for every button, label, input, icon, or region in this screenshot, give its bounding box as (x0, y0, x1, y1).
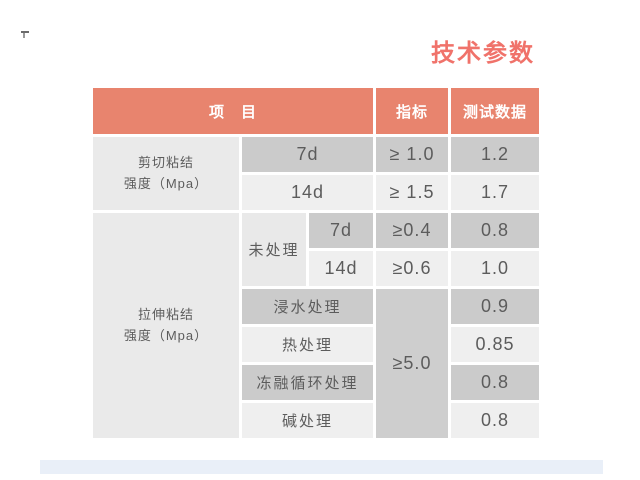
cell-value: 1.2 (451, 137, 539, 172)
group-label-line1: 拉伸粘结 (137, 307, 194, 323)
table-row: 14d ≥ 1.5 1.7 (93, 175, 539, 210)
table-header-row: 项 目 指标 测试数据 (93, 88, 539, 134)
header-cell-index: 指标 (376, 88, 448, 134)
cell-value: 0.8 (451, 403, 539, 438)
bottom-accent-bar (40, 460, 603, 474)
cell-index: ≥ 1.0 (376, 137, 448, 172)
cell-treatment: 浸水处理 (242, 289, 373, 324)
table-row: 热处理 0.85 (93, 327, 539, 362)
header-cell-item: 项 目 (93, 88, 373, 134)
group-label-line2: 强度（Mpa） (123, 327, 209, 343)
cell-index: ≥0.6 (376, 251, 448, 286)
cell-age: 14d (309, 251, 373, 286)
table-row: 浸水处理 ≥5.0 0.9 (93, 289, 539, 438)
cell-age: 7d (309, 213, 373, 248)
cell-index: ≥0.4 (376, 213, 448, 248)
cell-treatment: 碱处理 (242, 403, 373, 438)
group-label-line2: 强度（Mpa） (123, 175, 209, 191)
table-row: 碱处理 0.8 (93, 403, 539, 438)
cell-value: 0.9 (451, 289, 539, 324)
table-row: 拉伸粘结 强度（Mpa） 未处理 7d ≥0.4 0.8 (93, 213, 539, 438)
cell-index: ≥ 1.5 (376, 175, 448, 210)
cell-untreated-label: 未处理 (242, 213, 306, 286)
cell-treatment: 热处理 (242, 327, 373, 362)
cell-index-merged: ≥5.0 (376, 289, 448, 438)
cell-age: 14d (242, 175, 373, 210)
spec-table: 项 目 指标 测试数据 剪切粘结 强度（Mpa） 7d ≥ 1.0 1.2 14… (90, 85, 542, 441)
page-title: 技术参数 (431, 40, 535, 67)
cell-value: 1.0 (451, 251, 539, 286)
cell-value: 0.8 (451, 213, 539, 248)
table-row: 剪切粘结 强度（Mpa） 7d ≥ 1.0 1.2 (93, 137, 539, 210)
cell-value: 1.7 (451, 175, 539, 210)
group-label-tensile: 拉伸粘结 强度（Mpa） (93, 213, 239, 438)
group-label-shear: 剪切粘结 强度（Mpa） (93, 137, 239, 210)
stray-mark (21, 31, 30, 39)
table-row: 14d ≥0.6 1.0 (93, 251, 539, 286)
cell-treatment: 冻融循环处理 (242, 365, 373, 400)
cell-value: 0.85 (451, 327, 539, 362)
group-label-line1: 剪切粘结 (137, 155, 194, 171)
table-row: 冻融循环处理 0.8 (93, 365, 539, 400)
header-cell-testdata: 测试数据 (451, 88, 539, 134)
cell-value: 0.8 (451, 365, 539, 400)
cell-age: 7d (242, 137, 373, 172)
